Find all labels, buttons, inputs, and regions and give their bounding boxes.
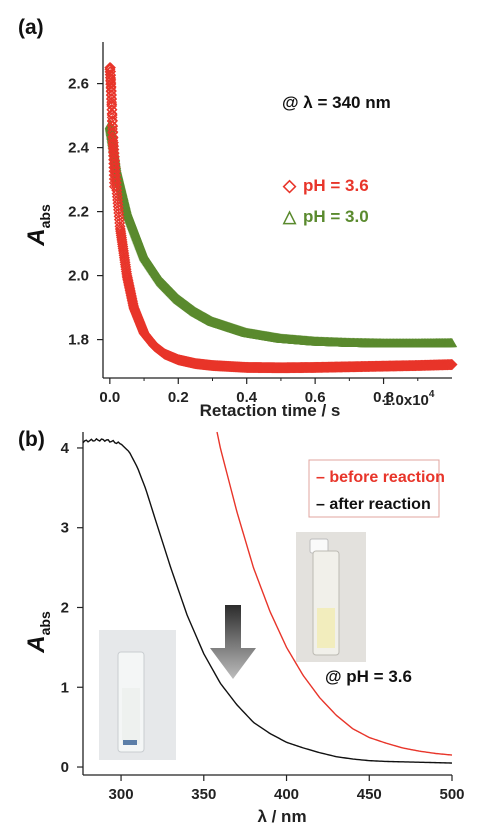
point-ph36 [112, 194, 124, 206]
panel-b-annotation: @ pH = 3.6 [325, 667, 412, 686]
decrease-arrow-icon [210, 605, 256, 679]
point-ph36 [111, 184, 123, 196]
series-ph36 [104, 62, 458, 374]
panel-a-y-tick-label: 2.2 [68, 204, 89, 221]
panel-a-x-tick-label: 0.2 [168, 389, 189, 406]
point-ph30 [446, 338, 458, 348]
point-ph36 [108, 181, 120, 193]
panel-a-x-tick-label: 0.4 [236, 389, 258, 406]
series-ph30 [104, 119, 458, 348]
panel-a-x-tick-label: 0.8 [373, 389, 394, 406]
panel-a-ylabel-main: A [23, 228, 50, 246]
panel-a-ylabel: Aabs [23, 204, 53, 247]
panel-b-x-tick-label: 450 [357, 786, 382, 803]
legend-label-ph36: pH = 3.6 [303, 176, 369, 195]
legend-label-after: – after reaction [316, 496, 431, 513]
legend-label-ph30: pH = 3.0 [303, 207, 369, 226]
panel-a-x-tick-label: 0.0 [99, 389, 120, 406]
panel-b-plot-area: 0 1 2 3 4 300 350 400 450 500 [61, 431, 465, 803]
cuvette-after-photo [99, 630, 176, 760]
panel-b-xlabel: λ / nm [257, 807, 306, 826]
panel-b-ylabel-main: A [23, 635, 50, 653]
panel-b-x-tick-label: 400 [274, 786, 299, 803]
panel-a-label: (a) [18, 16, 44, 39]
panel-a-ylabel-sub: abs [37, 204, 53, 228]
panel-b-ylabel-sub: abs [37, 611, 53, 635]
legend-marker-ph36: ◇ [282, 176, 297, 195]
series-before-reaction [216, 431, 453, 756]
panel-a-y-tick-label: 2.6 [68, 76, 89, 93]
panel-b-label: (b) [18, 428, 45, 451]
series-after-reaction [82, 437, 453, 764]
panel-a-y-tick-label: 2.0 [68, 268, 89, 285]
panel-a-x-exponent: 1.0x104 [383, 389, 435, 409]
panel-b-y-tick-label: 4 [61, 440, 70, 457]
panel-b-y-tick-label: 1 [61, 679, 69, 696]
panel-b-x-tick-label: 300 [109, 786, 134, 803]
svg-text:Aabs: Aabs [23, 204, 53, 247]
panel-b-y-tick-label: 0 [61, 759, 69, 776]
panel-b-x-tick-label: 500 [439, 786, 464, 803]
panel-a-annotation: @ λ = 340 nm [282, 93, 391, 112]
panel-a-plot-area: 1.8 2.0 2.2 2.4 2.6 0.0 0.2 0.4 0.6 0.8 [68, 42, 458, 406]
panel-a-y-tick-label: 1.8 [68, 332, 89, 349]
svg-text:Aabs: Aabs [23, 611, 53, 654]
panel-a-x-exponent-power: 4 [429, 389, 435, 400]
panel-a-xlabel: Retaction time / s [200, 401, 341, 420]
legend-label-before: – before reaction [316, 469, 445, 486]
panel-b-x-tick-label: 350 [191, 786, 216, 803]
cuvette-before-photo [296, 532, 366, 662]
panel-b-y-tick-label: 3 [61, 520, 69, 537]
point-ph36 [111, 191, 123, 203]
panel-a-x-exponent-prefix: 1.0x10 [383, 392, 429, 409]
point-ph36 [446, 359, 458, 371]
panel-b-legend: – before reaction – after reaction [308, 459, 445, 518]
panel-b-ylabel: Aabs [23, 611, 53, 654]
panel-a-y-tick-label: 2.4 [68, 140, 90, 157]
panel-a-x-tick-label: 0.6 [305, 389, 326, 406]
legend-marker-ph30: △ [282, 207, 297, 226]
panel-b-y-tick-label: 2 [61, 599, 69, 616]
